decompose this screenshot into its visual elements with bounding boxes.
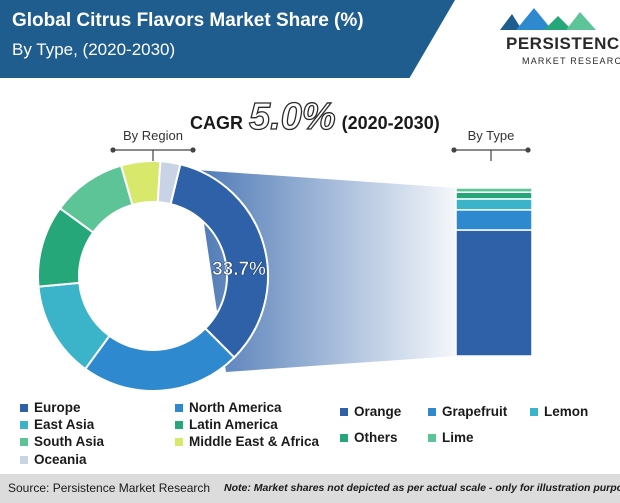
cagr-value: 5.0% [248,95,336,138]
legend-item-east-asia: East Asia [20,417,94,432]
legend-label: Oceania [34,452,87,467]
persistence-logo: PERSISTENCE MARKET RESEARCH [484,8,620,78]
stack-segment-lemon [455,198,533,211]
legend-swatch [428,433,436,442]
donut-slice-oceania [156,160,182,206]
legend-label: East Asia [34,417,95,432]
legend-swatch [20,420,28,429]
cagr-period: (2020-2030) [341,113,440,133]
legend-label: Grapefruit [442,404,508,419]
legend-swatch [175,437,183,446]
type-group-label: By Type [468,128,515,143]
header-band [0,0,455,78]
legend-item-middle-east-africa: Middle East & Africa [175,434,319,449]
legend-label: North America [189,400,282,415]
legend-item-oceania: Oceania [20,452,87,467]
legend-swatch [340,407,348,416]
legend-label: South Asia [34,434,105,449]
legend-item-south-asia: South Asia [20,434,104,449]
legend-swatch [175,420,183,429]
legend-swatch [20,455,28,464]
legend-label: Others [354,430,398,445]
legend-swatch [340,433,348,442]
legend-item-europe: Europe [20,400,81,415]
stack-segment-others [455,191,533,200]
legend-item-orange: Orange [340,404,401,419]
legend-label: Orange [354,404,402,419]
legend-label: Lemon [544,404,589,419]
type-stacked-bar [455,187,533,357]
donut-slice-europe [169,163,269,359]
cagr-callout: CAGR 5.0% (2020-2030) [190,95,440,138]
legend-item-grapefruit: Grapefruit [428,404,507,419]
legend-swatch [428,407,436,416]
region-group-label: By Region [123,128,183,143]
chart-title: Global Citrus Flavors Market Share (%) [12,10,364,31]
legend-label: Latin America [189,417,278,432]
logo-mark-icon [500,8,596,30]
europe-share-label: 33.7% [212,259,266,280]
legend-label: Middle East & Africa [189,434,320,449]
stack-segment-orange [455,229,533,357]
legend-item-lime: Lime [428,430,474,445]
legend-swatch [20,437,28,446]
legend-item-others: Others [340,430,398,445]
legend-swatch [175,403,183,412]
type-bracket: By Type [451,128,531,161]
stack-segment-grapefruit [455,209,533,231]
source-text: Source: Persistence Market Research [8,481,211,495]
stack-segment-lime [455,187,533,193]
europe-projection-beam [196,170,456,372]
legend-swatch [530,407,538,416]
legend-swatch [20,403,28,412]
legend-label: Lime [442,430,474,445]
legend-item-lemon: Lemon [530,404,588,419]
region-donut [37,160,269,392]
chart-subtitle: By Type, (2020-2030) [12,40,176,59]
logo-tagline: MARKET RESEARCH [522,56,620,66]
footer-bar: Source: Persistence Market Research Note… [0,474,620,503]
legend-item-latin-america: Latin America [175,417,278,432]
cagr-label: CAGR [190,113,243,133]
note-text: Note: Market shares not depicted as per … [224,482,620,494]
logo-name: PERSISTENCE [506,34,620,53]
region-bracket: By Region [110,128,196,161]
legend-label: Europe [34,400,81,415]
chart-canvas: By Region By Type 33.7% [37,128,533,392]
legend-item-north-america: North America [175,400,282,415]
